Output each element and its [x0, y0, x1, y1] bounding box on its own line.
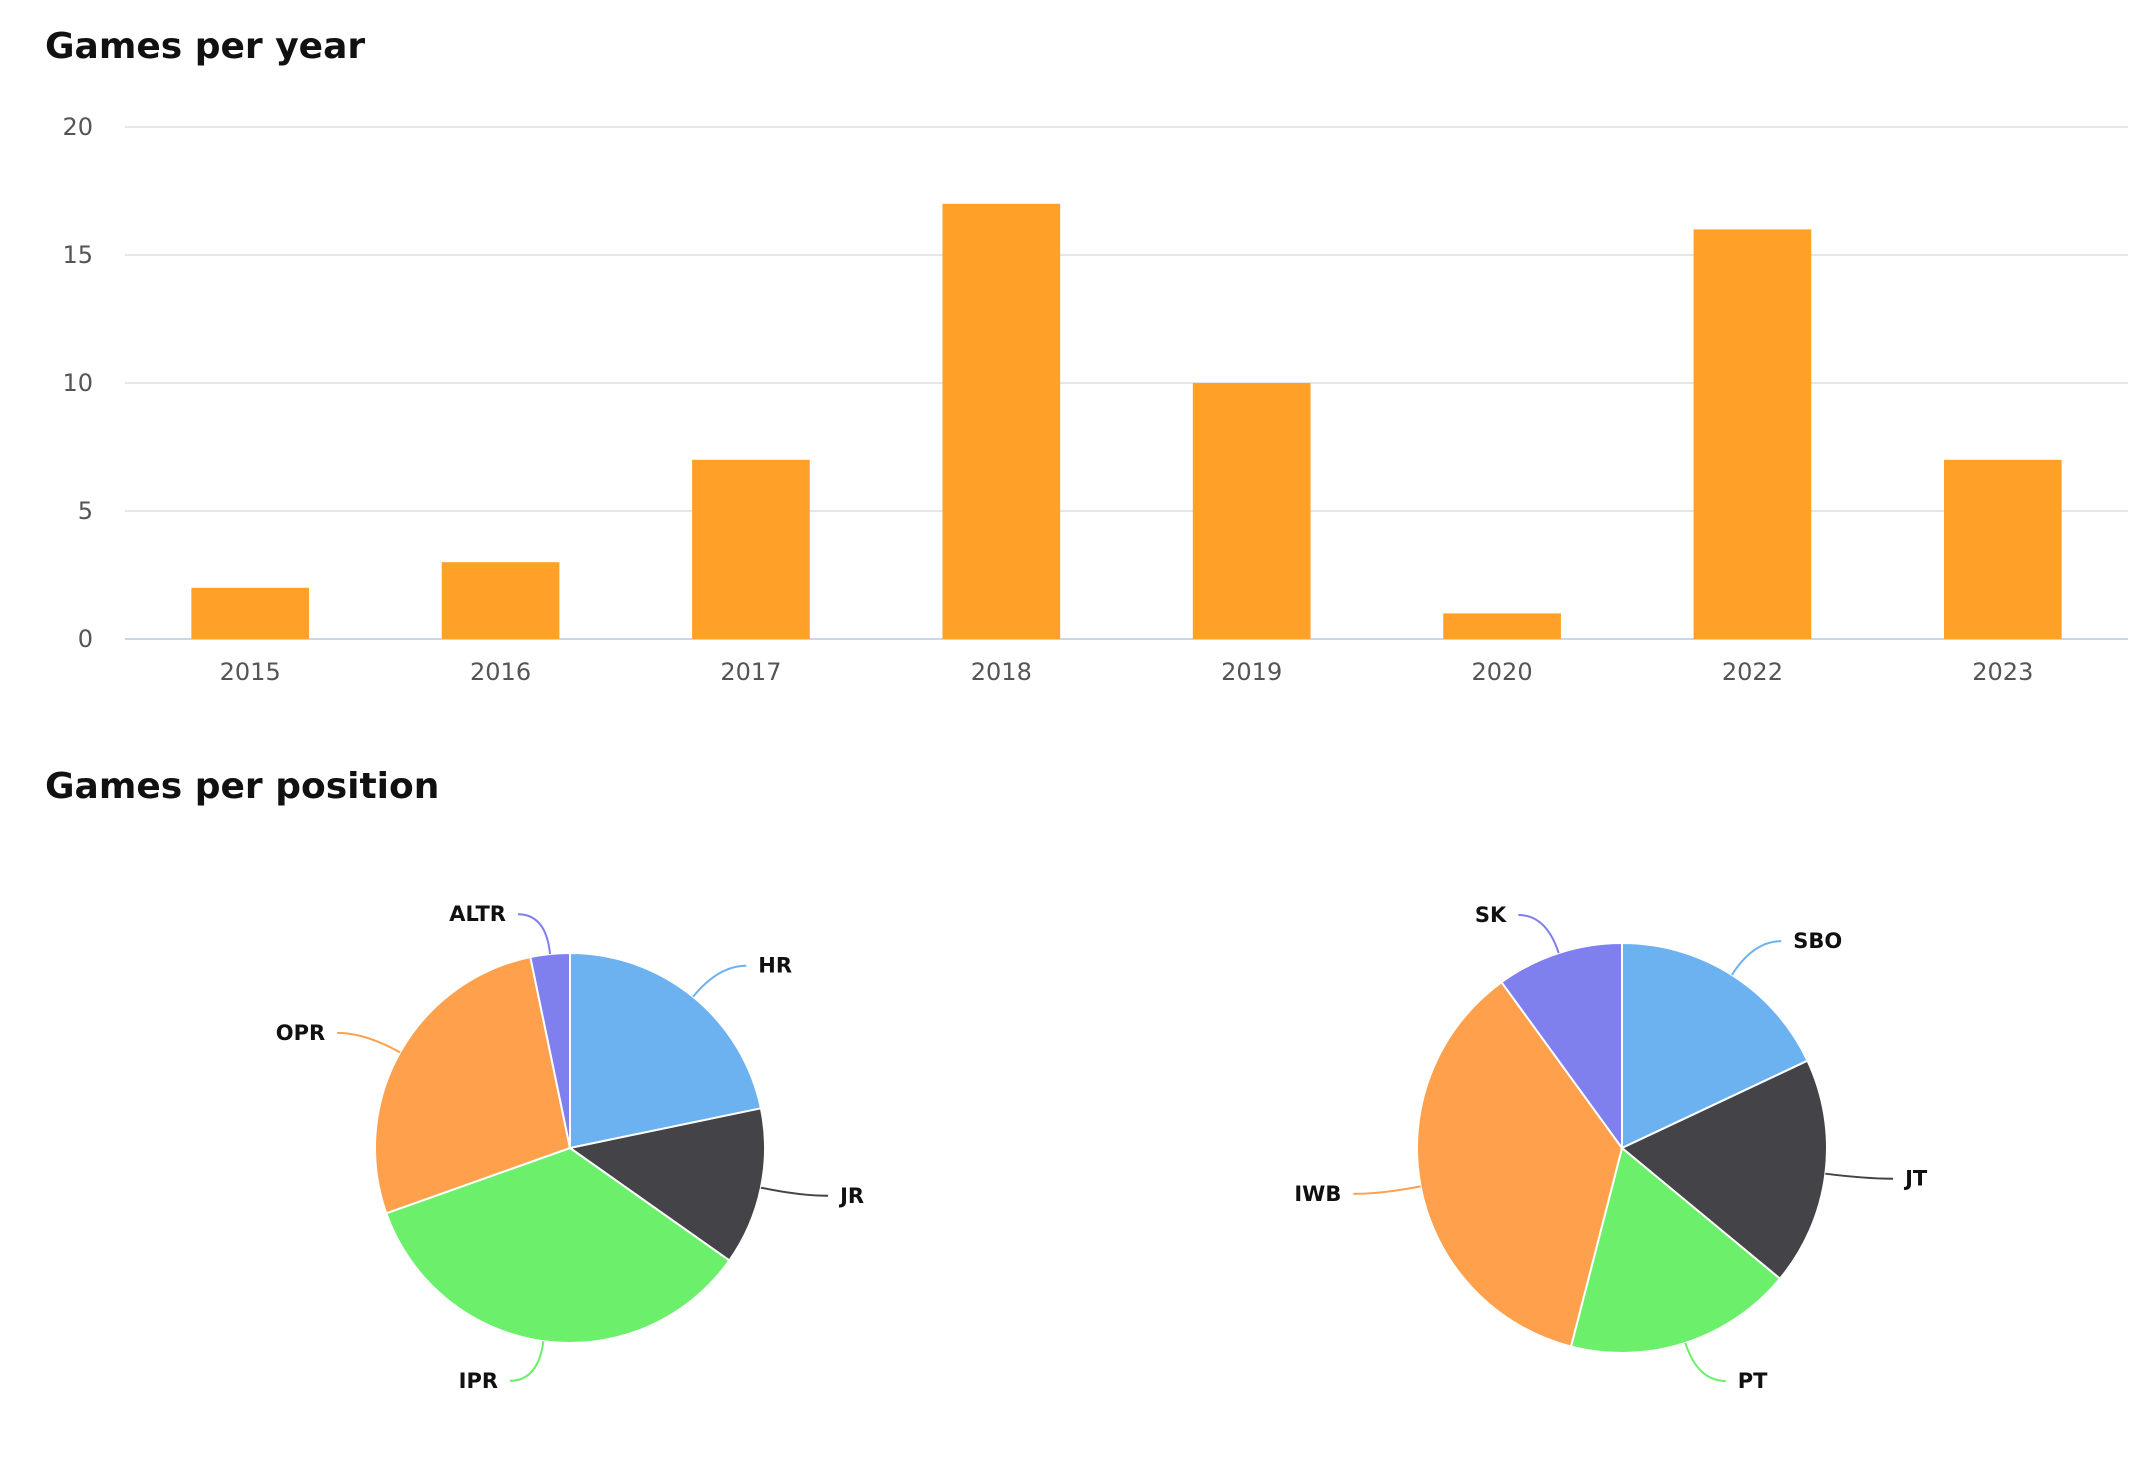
pie-label-sk: SK: [1475, 903, 1507, 927]
bar-2020[interactable]: [1443, 613, 1561, 639]
pie-connector: [1825, 1172, 1894, 1180]
pie-slice-sk[interactable]: [1500, 942, 1623, 1149]
pie-slice-hr[interactable]: [569, 952, 762, 1149]
x-tick-label: 2017: [720, 658, 781, 686]
pie-label-jr: JR: [838, 1184, 864, 1208]
x-tick-label: 2018: [971, 658, 1032, 686]
games-per-position-chart-left: HR JR IPR OPR ALTR: [276, 902, 864, 1393]
pie-slice-ipr[interactable]: [385, 1147, 731, 1344]
pie-connector: [760, 1186, 829, 1197]
pie-slice-altr[interactable]: [529, 952, 571, 1149]
bar-2018[interactable]: [942, 203, 1061, 640]
pie-connector: [517, 913, 552, 955]
pie-charts-title: Games per position: [45, 766, 440, 807]
pie-label-hr: HR: [758, 954, 792, 978]
x-tick-label: 2023: [1972, 658, 2033, 686]
y-tick-label: 15: [62, 241, 93, 269]
bar-2015[interactable]: [191, 587, 310, 639]
pie-connector: [509, 1341, 545, 1382]
pie-label-opr: OPR: [276, 1021, 325, 1045]
pie-connector: [1730, 940, 1782, 976]
y-tick-label: 0: [78, 625, 93, 653]
bar-2022[interactable]: [1693, 229, 1812, 639]
x-tick-label: 2020: [1472, 658, 1533, 686]
x-tick-label: 2022: [1722, 658, 1783, 686]
y-tick-label: 5: [78, 497, 93, 525]
y-tick-label: 10: [62, 369, 93, 397]
bar-2023[interactable]: [1943, 459, 2062, 639]
x-tick-label: 2015: [220, 658, 281, 686]
pie-slice-sbo[interactable]: [1621, 942, 1809, 1149]
bar-2019[interactable]: [1192, 383, 1311, 639]
pie-slice-iwb[interactable]: [1416, 981, 1623, 1348]
pie-label-altr: ALTR: [449, 902, 506, 926]
pie-connector: [1684, 1342, 1726, 1383]
games-per-year-chart: 0 5 10 15 20 2015 2016 2017 2018 2019 2020 2022 2023: [62, 113, 2128, 686]
pie-connector: [692, 964, 747, 998]
pie-label-ipr: IPR: [459, 1369, 498, 1393]
pie-connector: [337, 1031, 401, 1054]
bar-2016[interactable]: [441, 562, 560, 639]
pie-label-iwb: IWB: [1294, 1182, 1341, 1206]
x-tick-label: 2019: [1221, 658, 1282, 686]
y-tick-label: 20: [62, 113, 93, 141]
pie-slice-jr[interactable]: [569, 1107, 766, 1262]
pie-connector: [1518, 913, 1560, 954]
pie-label-jt: JT: [1903, 1167, 1928, 1191]
pie-connector: [1353, 1185, 1421, 1195]
pie-label-sbo: SBO: [1793, 929, 1842, 953]
pie-label-pt: PT: [1738, 1369, 1768, 1393]
bar-2017[interactable]: [692, 459, 810, 639]
pie-slice-opr[interactable]: [374, 956, 571, 1215]
x-tick-label: 2016: [470, 658, 531, 686]
bar-chart-title: Games per year: [45, 26, 366, 67]
